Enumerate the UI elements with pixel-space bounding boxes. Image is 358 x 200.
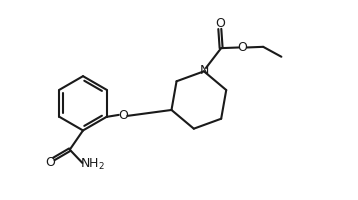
Text: NH$_2$: NH$_2$ (80, 157, 105, 172)
Text: O: O (118, 109, 128, 122)
Text: O: O (215, 17, 225, 30)
Text: O: O (45, 156, 55, 169)
Text: O: O (238, 41, 248, 54)
Text: N: N (200, 64, 209, 77)
